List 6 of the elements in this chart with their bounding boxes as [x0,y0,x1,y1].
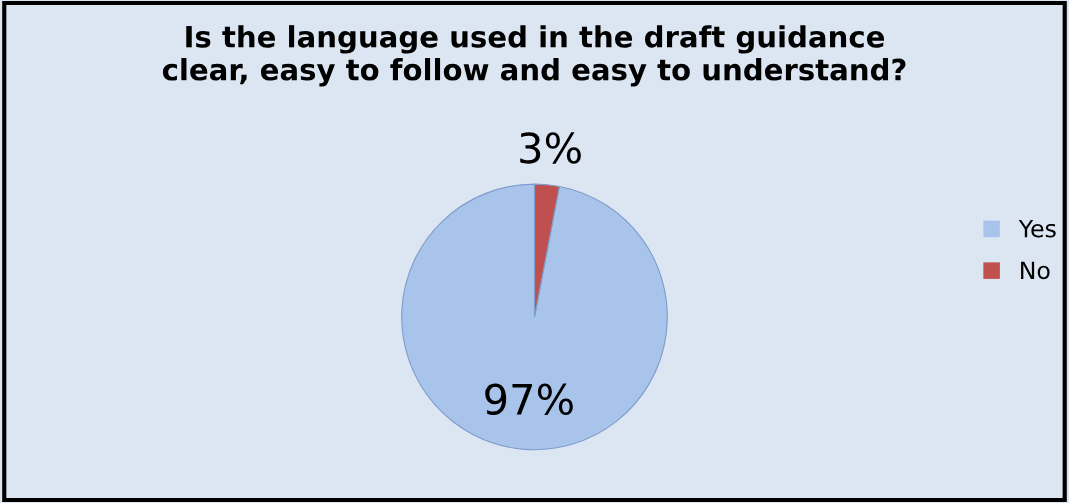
data-label: 97% [485,383,573,416]
legend-label: No [1021,261,1050,280]
data-label: 3% [520,132,581,164]
chart-title: Is the language used in the draft guidance clear, easy to follow and easy to understand? [162,25,906,87]
legend-label: Yes [1018,219,1056,238]
pie-slice [401,183,668,451]
